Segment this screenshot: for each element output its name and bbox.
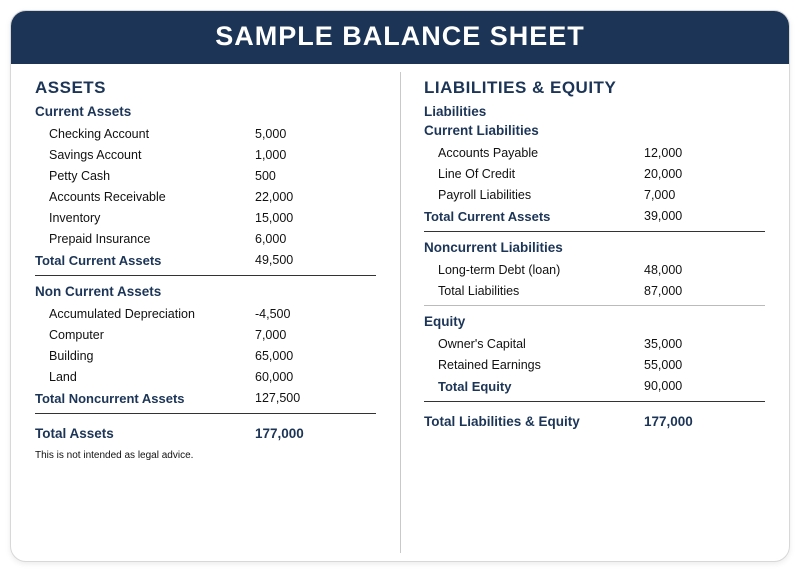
row-label: Building <box>35 349 255 363</box>
section-rule <box>424 231 765 232</box>
table-row: Owner's Capital35,000 <box>424 333 765 354</box>
row-value: 65,000 <box>255 349 345 363</box>
liabilities-equity-column: LIABILITIES & EQUITY Liabilities Current… <box>400 64 789 561</box>
section-rule <box>424 305 765 306</box>
row-value: 22,000 <box>255 190 345 204</box>
sheet-body: ASSETS Current Assets Checking Account5,… <box>11 64 789 561</box>
row-value: 127,500 <box>255 391 345 406</box>
row-label: Total Liabilities & Equity <box>424 414 644 429</box>
row-label: Owner's Capital <box>424 337 644 351</box>
table-row: Accounts Payable12,000 <box>424 142 765 163</box>
grand-total-row: Total Assets177,000 <box>35 422 376 444</box>
row-value: 90,000 <box>644 379 734 394</box>
row-label: Accounts Payable <box>424 146 644 160</box>
row-label: Checking Account <box>35 127 255 141</box>
row-value: 7,000 <box>644 188 734 202</box>
table-row: Checking Account5,000 <box>35 123 376 144</box>
table-row: Building65,000 <box>35 345 376 366</box>
row-value: 20,000 <box>644 167 734 181</box>
section-rule <box>424 401 765 402</box>
table-row: Inventory15,000 <box>35 207 376 228</box>
row-value: 1,000 <box>255 148 345 162</box>
section-rule <box>35 275 376 276</box>
row-value: 5,000 <box>255 127 345 141</box>
row-label: Retained Earnings <box>424 358 644 372</box>
row-label: Accumulated Depreciation <box>35 307 255 321</box>
row-value: 12,000 <box>644 146 734 160</box>
current-assets-heading: Current Assets <box>35 104 376 119</box>
assets-column: ASSETS Current Assets Checking Account5,… <box>11 64 400 561</box>
liabilities-equity-heading: LIABILITIES & EQUITY <box>424 78 765 98</box>
row-value: 500 <box>255 169 345 183</box>
row-value: 49,500 <box>255 253 345 268</box>
total-row: Total Current Assets49,500 <box>35 249 376 271</box>
row-value: -4,500 <box>255 307 345 321</box>
row-value: 6,000 <box>255 232 345 246</box>
total-row: Total Equity90,000 <box>424 375 765 397</box>
row-label: Long-term Debt (loan) <box>424 263 644 277</box>
table-row: Long-term Debt (loan)48,000 <box>424 259 765 280</box>
table-row: Prepaid Insurance6,000 <box>35 228 376 249</box>
current-liabilities-heading: Current Liabilities <box>424 123 765 138</box>
row-label: Inventory <box>35 211 255 225</box>
balance-sheet-card: SAMPLE BALANCE SHEET ASSETS Current Asse… <box>10 10 790 562</box>
grand-total-row: Total Liabilities & Equity177,000 <box>424 410 765 432</box>
row-value: 35,000 <box>644 337 734 351</box>
row-value: 60,000 <box>255 370 345 384</box>
table-row: Land60,000 <box>35 366 376 387</box>
table-row: Line Of Credit20,000 <box>424 163 765 184</box>
table-row: Retained Earnings55,000 <box>424 354 765 375</box>
row-label: Petty Cash <box>35 169 255 183</box>
row-value: 39,000 <box>644 209 734 224</box>
row-label: Total Noncurrent Assets <box>35 391 255 406</box>
row-label: Total Current Assets <box>35 253 255 268</box>
table-row: Computer7,000 <box>35 324 376 345</box>
section-rule <box>35 413 376 414</box>
row-label: Savings Account <box>35 148 255 162</box>
noncurrent-liabilities-heading: Noncurrent Liabilities <box>424 240 765 255</box>
table-row: Petty Cash500 <box>35 165 376 186</box>
row-label: Total Liabilities <box>424 284 644 298</box>
row-label: Computer <box>35 328 255 342</box>
row-value: 177,000 <box>255 426 345 441</box>
row-label: Prepaid Insurance <box>35 232 255 246</box>
row-label: Accounts Receivable <box>35 190 255 204</box>
row-label: Payroll Liabilities <box>424 188 644 202</box>
assets-heading: ASSETS <box>35 78 376 98</box>
table-row: Savings Account1,000 <box>35 144 376 165</box>
liabilities-label: Liabilities <box>424 104 765 119</box>
row-label: Total Assets <box>35 426 255 441</box>
table-row: Payroll Liabilities7,000 <box>424 184 765 205</box>
row-label: Line Of Credit <box>424 167 644 181</box>
total-row: Total Current Assets39,000 <box>424 205 765 227</box>
row-label: Land <box>35 370 255 384</box>
table-row: Accumulated Depreciation-4,500 <box>35 303 376 324</box>
sheet-title: SAMPLE BALANCE SHEET <box>11 11 789 64</box>
row-value: 87,000 <box>644 284 734 298</box>
row-value: 7,000 <box>255 328 345 342</box>
row-value: 15,000 <box>255 211 345 225</box>
row-label: Total Equity <box>424 379 644 394</box>
noncurrent-assets-heading: Non Current Assets <box>35 284 376 299</box>
table-row: Accounts Receivable22,000 <box>35 186 376 207</box>
disclaimer-text: This is not intended as legal advice. <box>35 450 376 461</box>
row-value: 55,000 <box>644 358 734 372</box>
column-divider <box>400 72 401 553</box>
total-row: Total Noncurrent Assets127,500 <box>35 387 376 409</box>
row-value: 48,000 <box>644 263 734 277</box>
table-row: Total Liabilities87,000 <box>424 280 765 301</box>
equity-heading: Equity <box>424 314 765 329</box>
row-label: Total Current Assets <box>424 209 644 224</box>
row-value: 177,000 <box>644 414 734 429</box>
